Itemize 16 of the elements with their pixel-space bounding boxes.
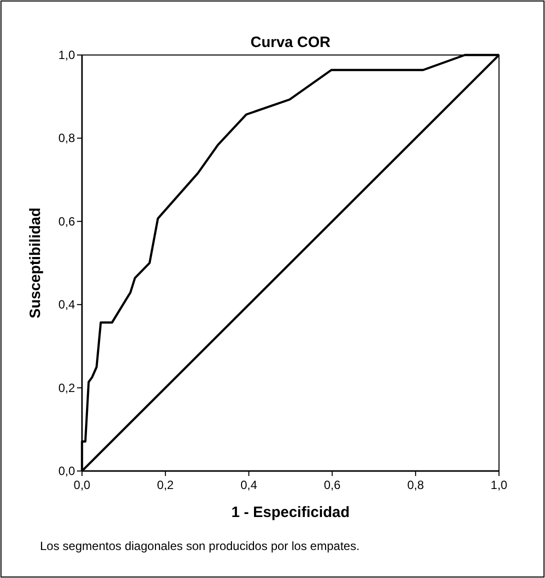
y-tick-label: 0,8: [58, 131, 76, 146]
chart-title: Curva COR: [250, 34, 331, 51]
y-axis-title: Susceptibilidad: [27, 208, 44, 318]
x-tick-label: 0,4: [240, 478, 258, 492]
text: Los segmentos diagonales son producidos por los empates.: [40, 539, 360, 553]
x-tick-label: 0,2: [157, 478, 174, 492]
x-tick-label: 0,0: [74, 478, 91, 492]
y-tick-label: 0,0: [58, 464, 76, 478]
x-tick-label: 1,0: [490, 478, 508, 492]
y-tick-label: 0,6: [58, 214, 76, 228]
x-axis-title: 1 - Especificidad: [231, 504, 350, 521]
y-tick-label: 1,0: [58, 48, 76, 62]
x-tick-label: 0,8: [407, 478, 424, 492]
x-tick-label: 0,6: [324, 478, 341, 492]
y-tick-label: 0,4: [58, 298, 76, 312]
y-tick-label: 0,2: [58, 380, 76, 395]
